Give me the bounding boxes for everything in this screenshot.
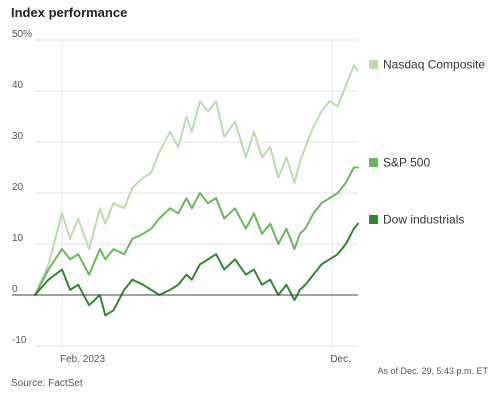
legend-swatch [369, 60, 378, 69]
legend-label: Nasdaq Composite [383, 58, 485, 72]
x-tick-label: Dec. [330, 354, 351, 365]
y-tick-label: -10 [12, 335, 27, 346]
axis-layer: 50% 40 30 20 10 0 -10 Feb. 2023 Dec. [12, 29, 358, 365]
series-line-s-p-500 [34, 166, 359, 296]
source-note: Source: FactSet [11, 378, 83, 389]
legend-swatch [369, 215, 378, 224]
y-tick-label: 30 [12, 131, 24, 142]
x-tick-label: Feb. 2023 [60, 354, 105, 365]
series-layer [34, 64, 359, 317]
legend-label: Dow industrials [383, 213, 464, 227]
y-tick-label: 50% [12, 29, 32, 40]
legend-label: S&P 500 [383, 156, 430, 170]
legend-layer: Nasdaq Composite S&P 500 Dow industrials [369, 58, 485, 227]
y-tick-label: 40 [12, 80, 24, 91]
y-tick-label: 20 [12, 182, 24, 193]
series-line-dow-industrials [34, 222, 359, 317]
y-tick-label: 10 [12, 233, 24, 244]
chart-title: Index performance [11, 5, 128, 20]
grid-layer [35, 39, 358, 350]
series-line-nasdaq-composite [34, 64, 359, 296]
legend-swatch [369, 158, 378, 167]
as-of-note: As of Dec. 29, 5:43 p.m. ET [377, 366, 488, 376]
y-tick-label: 0 [12, 284, 18, 295]
